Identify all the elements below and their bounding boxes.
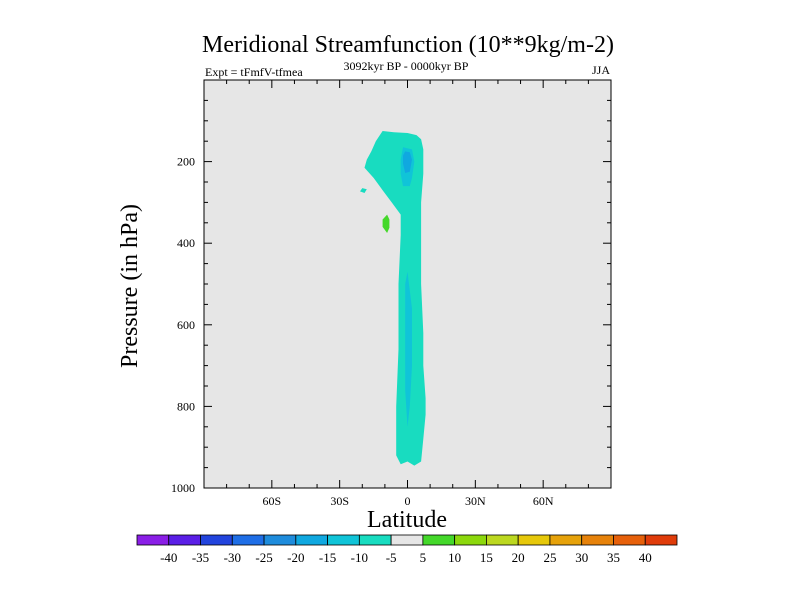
colorbar-level-label: 25 (543, 550, 556, 565)
axis-ticks: 60S 30S 0 30N 60N 200 400 600 800 1000 (171, 80, 611, 508)
contour-small-positive-patch (382, 214, 390, 233)
colorbar-swatch (613, 534, 646, 546)
colorbar-level-label: -20 (287, 550, 304, 565)
chart-title: Meridional Streamfunction (10**9kg/m-2) (202, 32, 614, 58)
contour-jet-core-inner (403, 151, 412, 173)
colorbar-level-label: 40 (639, 550, 652, 565)
y-tick-label: 400 (177, 236, 195, 250)
colorbar-swatch (327, 534, 360, 546)
x-tick-label: 60S (262, 494, 281, 508)
colorbar-level-label: -35 (192, 550, 209, 565)
colorbar-swatch (231, 534, 265, 546)
colorbar-level-label: -30 (224, 550, 241, 565)
colorbar-swatch (517, 534, 551, 546)
colorbar-level-label: 5 (420, 550, 427, 565)
colorbar-swatch (549, 534, 583, 546)
x-axis-label: Latitude (367, 507, 447, 533)
x-tick-label: 30N (465, 494, 486, 508)
colorbar-swatch (486, 534, 519, 546)
x-tick-label: 0 (405, 494, 411, 508)
contour-regions (360, 131, 426, 466)
subtitle-right: JJA (592, 63, 610, 77)
x-tick-label: 30S (330, 494, 349, 508)
colorbar-swatch (263, 534, 297, 546)
contour-lower-core (405, 271, 412, 427)
subtitle-center: 3092kyr BP - 0000kyr BP (344, 59, 469, 73)
colorbar-swatch (390, 534, 424, 546)
colorbar-level-label: 15 (480, 550, 493, 565)
y-tick-label: 800 (177, 399, 195, 413)
colorbar-swatch (454, 534, 487, 546)
colorbar-swatch (295, 534, 328, 546)
subtitle-left: Expt = tFmfV-tfmea (205, 65, 303, 79)
y-axis-label: Pressure (in hPa) (117, 204, 143, 368)
y-tick-label: 1000 (171, 481, 195, 495)
colorbar-swatch (200, 534, 233, 546)
y-tick-label: 200 (177, 155, 195, 169)
contour-small-negative-patch (360, 188, 367, 193)
colorbar-swatch (168, 534, 201, 546)
colorbar-level-label: 20 (512, 550, 525, 565)
colorbar-level-label: -40 (160, 550, 177, 565)
colorbar-level-label: 35 (607, 550, 620, 565)
colorbar-level-label: -15 (319, 550, 336, 565)
y-tick-label: 600 (177, 318, 195, 332)
colorbar-level-label: -5 (386, 550, 397, 565)
colorbar-swatch (136, 534, 170, 546)
colorbar-swatch (422, 534, 456, 546)
x-tick-label: 60N (533, 494, 554, 508)
colorbar: -40 -35 -30 -25 -20 -15 -10 -5 5 10 15 20 25 30 35 40 (136, 534, 678, 565)
colorbar-swatch (581, 534, 614, 546)
colorbar-swatch (644, 534, 678, 546)
colorbar-level-label: -10 (351, 550, 368, 565)
colorbar-level-label: 10 (448, 550, 461, 565)
colorbar-swatch (358, 534, 392, 546)
colorbar-level-label: -25 (255, 550, 272, 565)
colorbar-level-label: 30 (575, 550, 588, 565)
